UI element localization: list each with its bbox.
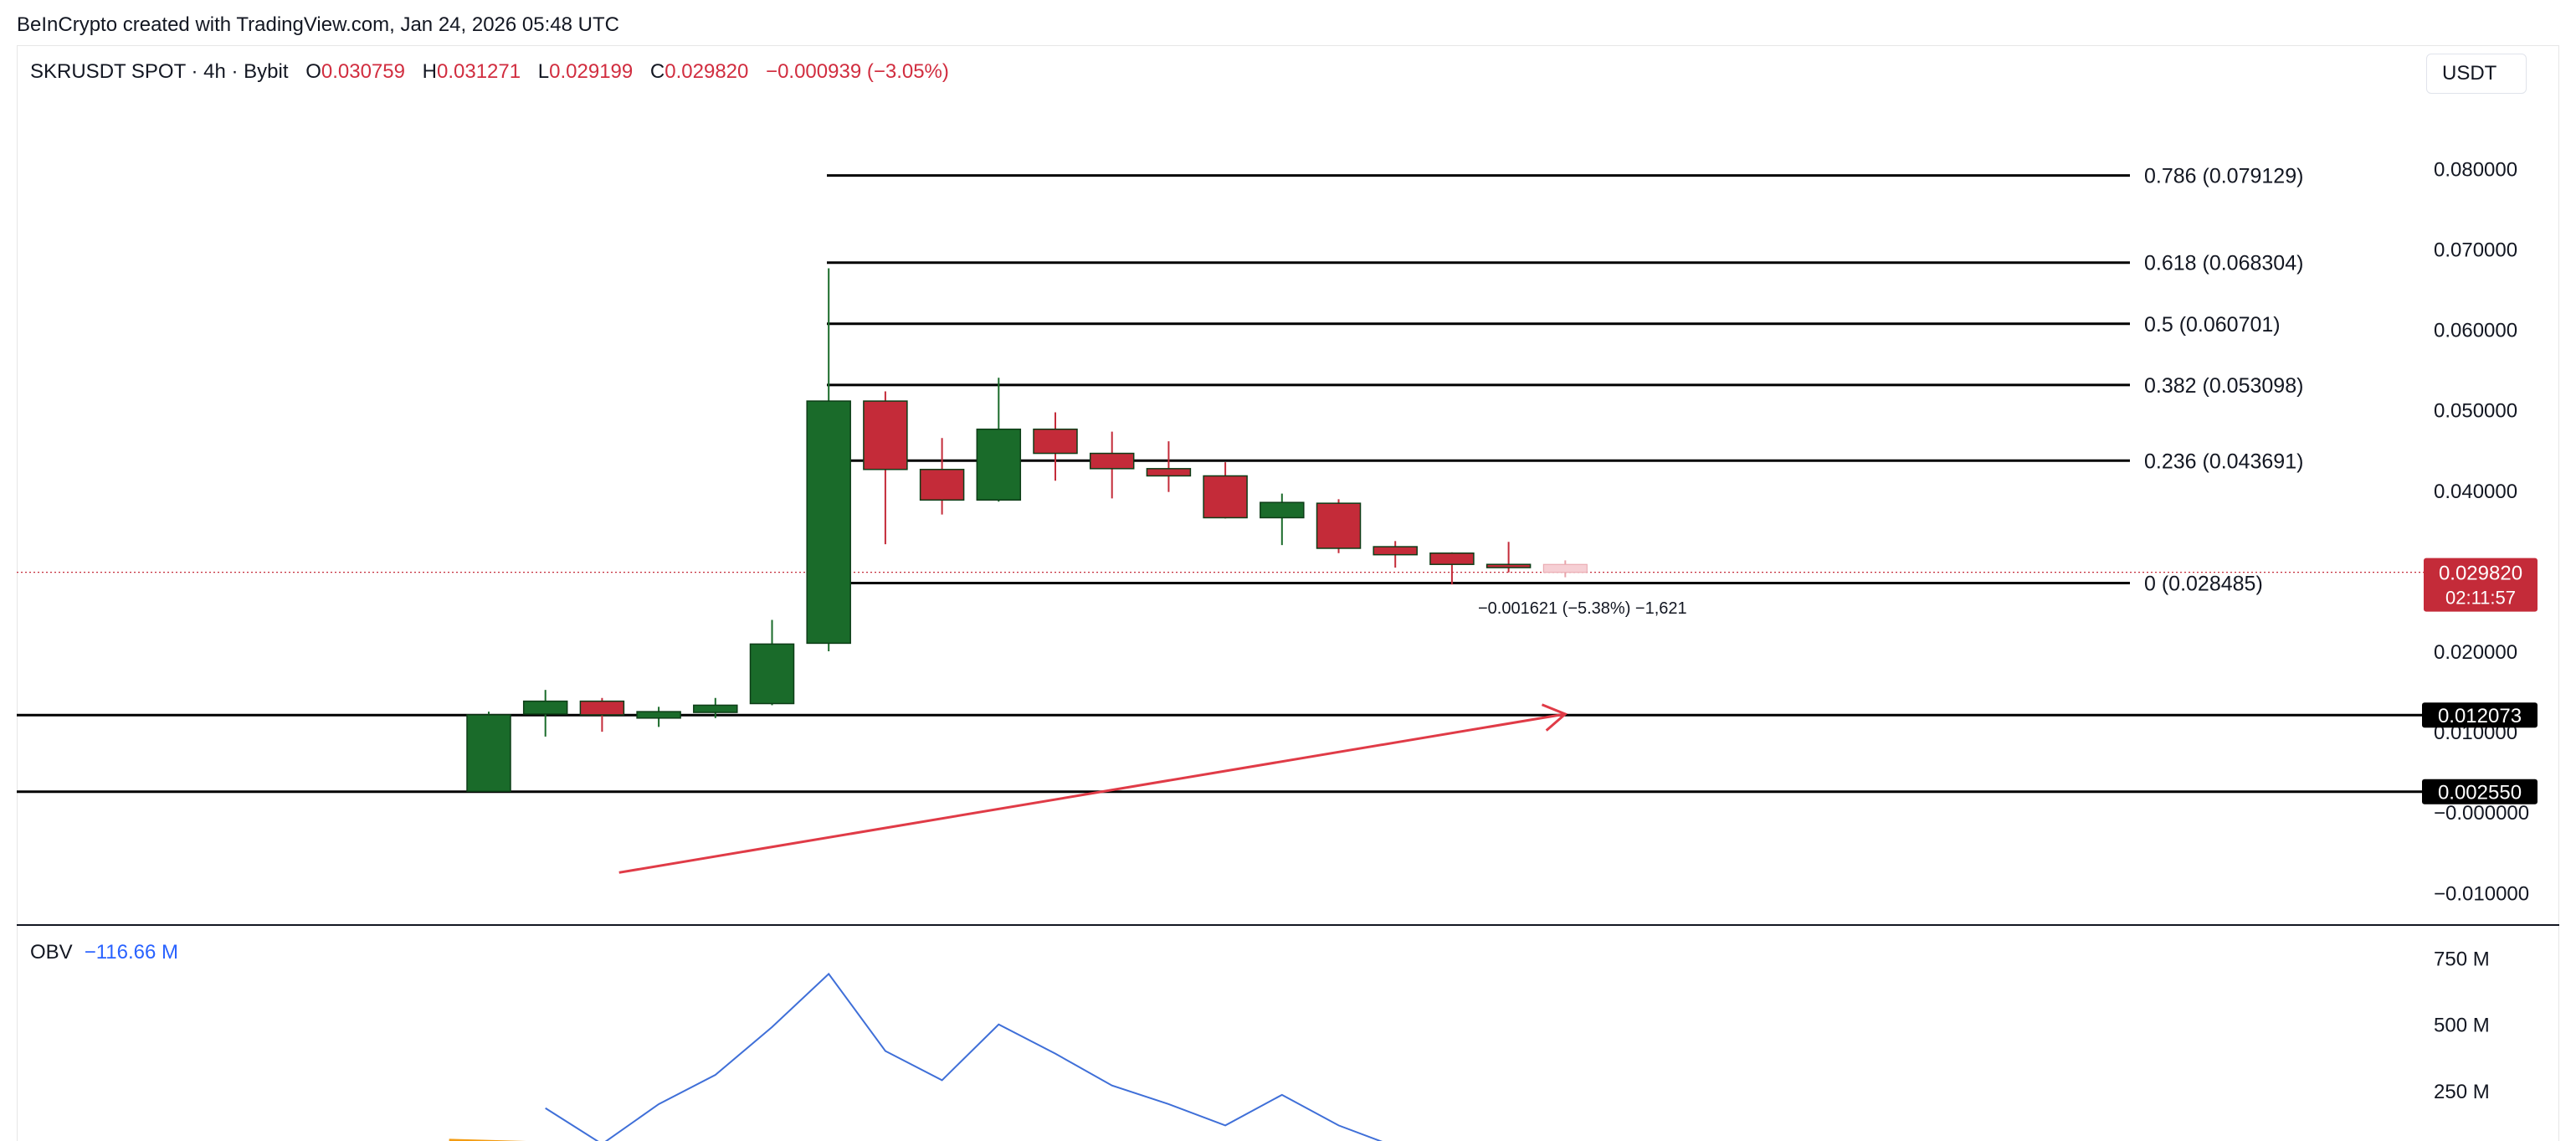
candle[interactable] bbox=[863, 391, 908, 545]
obv-line[interactable] bbox=[545, 972, 1452, 1141]
candle[interactable] bbox=[522, 690, 568, 737]
fib-level-label: 0.5 (0.060701) bbox=[2144, 313, 2281, 337]
candle-body-down bbox=[863, 400, 908, 470]
candle-body-down bbox=[1316, 502, 1362, 549]
obv-axis-tick: 750 M bbox=[2434, 948, 2490, 970]
chart-credit: BeInCrypto created with TradingView.com,… bbox=[17, 13, 619, 36]
candle[interactable] bbox=[466, 712, 511, 793]
price-axis-tick: 0.050000 bbox=[2434, 400, 2517, 423]
candle[interactable] bbox=[1486, 542, 1532, 573]
current-price-tag: 0.029820 02:11:57 bbox=[2424, 558, 2538, 612]
price-tag-countdown: 02:11:57 bbox=[2445, 588, 2516, 609]
candle[interactable] bbox=[976, 378, 1022, 502]
trend-arrow-head bbox=[1541, 703, 1568, 732]
obv-pane bbox=[449, 972, 1452, 1141]
measure-label: −0.001621 (−5.38%) −1,621 bbox=[1478, 599, 1687, 618]
close-label: C bbox=[649, 60, 665, 83]
candle[interactable] bbox=[1033, 412, 1078, 481]
obv-current-value: −116.66 M bbox=[84, 941, 178, 964]
obv-axis-tick: 500 M bbox=[2434, 1015, 2490, 1037]
fib-level-label: 0.382 (0.053098) bbox=[2144, 374, 2303, 398]
level-tag-bg bbox=[2422, 779, 2538, 804]
candle[interactable] bbox=[1089, 431, 1135, 499]
candle-body-down bbox=[919, 469, 965, 501]
low-value: 0.029199 bbox=[549, 60, 634, 83]
symbol-legend: SKRUSDT SPOT · 4h · Bybit O0.030759 H0.0… bbox=[30, 60, 949, 84]
candle-body-down bbox=[1033, 428, 1078, 455]
candle[interactable] bbox=[749, 619, 795, 706]
candle-body-up bbox=[466, 714, 511, 793]
candle[interactable] bbox=[1260, 493, 1305, 546]
fib-level-label: 0.618 (0.068304) bbox=[2144, 252, 2303, 275]
candle[interactable] bbox=[1316, 499, 1362, 553]
candle-body-down bbox=[1486, 563, 1532, 568]
symbol-name[interactable]: SKRUSDT SPOT · 4h · Bybit bbox=[30, 60, 289, 83]
level-tag-text: 0.002550 bbox=[2438, 782, 2522, 804]
candle-body-up bbox=[636, 711, 681, 719]
fib-level-label: 0.236 (0.043691) bbox=[2144, 450, 2303, 473]
candle-body-up bbox=[976, 428, 1022, 501]
low-label: L bbox=[537, 60, 550, 83]
high-value: 0.031271 bbox=[437, 60, 521, 83]
currency-button[interactable]: USDT bbox=[2426, 54, 2527, 94]
obv-title[interactable]: OBV bbox=[30, 941, 73, 964]
candle[interactable] bbox=[919, 438, 965, 515]
open-value: 0.030759 bbox=[321, 60, 405, 83]
level-tag-text: 0.012073 bbox=[2438, 705, 2522, 727]
obv-legend: OBV −116.66 M bbox=[30, 941, 178, 964]
open-label: O bbox=[305, 60, 321, 83]
candle-body-down bbox=[1089, 452, 1135, 470]
candle-body-down bbox=[1146, 468, 1192, 477]
candle[interactable] bbox=[1429, 552, 1475, 585]
close-value: 0.029820 bbox=[665, 60, 749, 83]
price-change: −0.000939 (−3.05%) bbox=[766, 60, 949, 83]
price-axis-tick: 0.060000 bbox=[2434, 320, 2517, 342]
level-price-tag: 0.012073 bbox=[2422, 702, 2538, 728]
candle-body-down bbox=[1373, 546, 1418, 556]
candle-body-down bbox=[1203, 475, 1248, 519]
obv-axis-tick: 250 M bbox=[2434, 1081, 2490, 1103]
candle[interactable] bbox=[579, 697, 625, 732]
price-axis-tick: −0.010000 bbox=[2434, 882, 2529, 905]
candle[interactable] bbox=[806, 268, 851, 652]
candle-body-up bbox=[522, 700, 568, 715]
trend-arrow-line[interactable] bbox=[618, 712, 1566, 874]
candle-body-down bbox=[579, 700, 625, 716]
price-axis-tick: 0.080000 bbox=[2434, 158, 2517, 181]
candle[interactable] bbox=[1146, 441, 1192, 492]
price-axis-tick: −0.000000 bbox=[2434, 802, 2529, 825]
candle-body-up bbox=[1260, 501, 1305, 519]
candle-body-down bbox=[1542, 563, 1588, 573]
price-tag-bg bbox=[2424, 558, 2538, 612]
price-axis-tick: 0.020000 bbox=[2434, 641, 2517, 664]
price-axis-tick: 0.040000 bbox=[2434, 481, 2517, 503]
chart-frame bbox=[17, 45, 2559, 1141]
candle[interactable] bbox=[636, 707, 681, 727]
level-price-tag: 0.002550 bbox=[2422, 779, 2538, 804]
price-pane: 0.786 (0.079129) 0.618 (0.068304) 0.5 (0.0… bbox=[17, 165, 2427, 874]
candle-body-up bbox=[693, 704, 738, 713]
candle[interactable] bbox=[1203, 462, 1248, 519]
candle[interactable] bbox=[1542, 560, 1588, 578]
candle[interactable] bbox=[693, 697, 738, 718]
price-axis[interactable]: 0.080000 0.070000 0.060000 0.050000 0.040000… bbox=[2422, 158, 2538, 1141]
fib-level-label: 0.786 (0.079129) bbox=[2144, 165, 2303, 188]
price-axis-tick: 0.070000 bbox=[2434, 239, 2517, 261]
price-tag-value: 0.029820 bbox=[2439, 563, 2522, 585]
candle-body-up bbox=[806, 400, 851, 645]
candle[interactable] bbox=[1373, 541, 1418, 568]
fib-level-label: 0 (0.028485) bbox=[2144, 572, 2263, 595]
high-label: H bbox=[422, 60, 437, 83]
level-tag-bg bbox=[2422, 702, 2538, 728]
candle-body-up bbox=[749, 643, 795, 705]
candle-body-down bbox=[1429, 552, 1475, 565]
